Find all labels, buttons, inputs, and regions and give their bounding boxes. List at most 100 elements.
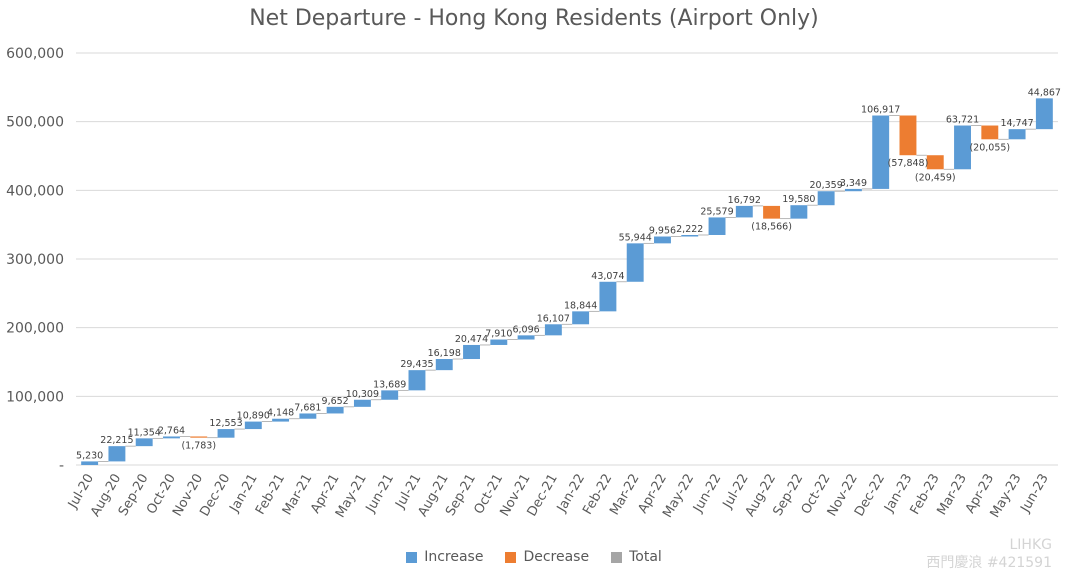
bar-aug-22 xyxy=(763,205,781,219)
data-label: 5,230 xyxy=(76,450,103,461)
data-label: 16,198 xyxy=(428,348,461,359)
bar-apr-23 xyxy=(981,125,999,140)
data-label: 55,944 xyxy=(619,232,652,243)
data-label: 13,689 xyxy=(373,379,406,390)
bar-oct-20 xyxy=(163,436,180,439)
legend-label-total: Total xyxy=(629,549,662,565)
chart-title: Net Departure - Hong Kong Residents (Air… xyxy=(249,6,819,31)
y-axis-tick-labels: - 100,000 200,000 300,000 400,000 500,000 600,… xyxy=(6,46,64,474)
data-label: 22,215 xyxy=(100,435,133,446)
data-label: 6,096 xyxy=(512,324,539,335)
bar-mar-22 xyxy=(626,243,644,282)
legend-label-decrease: Decrease xyxy=(523,549,590,565)
bar-oct-21 xyxy=(490,339,508,345)
bar-may-21 xyxy=(353,399,371,407)
y-tick-label: 200,000 xyxy=(6,321,64,337)
legend-swatch-decrease xyxy=(505,551,517,563)
bar-nov-20 xyxy=(190,436,208,438)
bar-apr-22 xyxy=(654,236,671,244)
bar-jun-22 xyxy=(708,217,726,235)
bar-feb-22 xyxy=(599,281,617,312)
bar-jul-20 xyxy=(81,461,99,465)
y-tick-label: 600,000 xyxy=(6,46,64,62)
connector-lines xyxy=(98,115,1036,462)
data-label: 19,580 xyxy=(782,194,815,205)
bar-feb-23 xyxy=(926,155,944,170)
bar-sep-22 xyxy=(790,205,808,219)
bar-dec-22 xyxy=(872,115,890,189)
y-tick-label: - xyxy=(59,458,64,474)
bar-jun-23 xyxy=(1035,98,1053,130)
data-label: 10,890 xyxy=(237,411,270,422)
data-label: 18,844 xyxy=(564,300,597,311)
bar-oct-22 xyxy=(817,191,835,206)
y-tick-label: 100,000 xyxy=(6,389,64,405)
bar-sep-21 xyxy=(463,344,480,360)
legend-item-increase[interactable]: Increase xyxy=(406,549,483,565)
data-label: 12,553 xyxy=(209,418,242,429)
data-label: 7,910 xyxy=(485,329,512,340)
watermark-logo-text: LIHKG xyxy=(1009,537,1053,553)
bar-aug-21 xyxy=(435,359,453,371)
data-label: (20,055) xyxy=(969,142,1010,153)
bar-dec-21 xyxy=(544,324,562,336)
bars xyxy=(81,98,1053,465)
data-label: (1,783) xyxy=(181,441,216,452)
y-tick-label: 500,000 xyxy=(6,115,64,131)
grid-lines xyxy=(76,52,1058,466)
legend-label-increase: Increase xyxy=(424,549,484,565)
data-label: 2,222 xyxy=(676,224,703,235)
data-label: 2,764 xyxy=(158,425,185,436)
watermark-author-text: 西門慶浪 #421591 xyxy=(926,555,1052,571)
data-label: 9,652 xyxy=(322,396,349,407)
bar-may-22 xyxy=(681,234,699,237)
data-label: 16,792 xyxy=(728,195,761,206)
data-label: 20,474 xyxy=(455,334,488,345)
bar-mar-23 xyxy=(954,125,971,170)
data-label: 7,681 xyxy=(294,402,321,413)
bar-nov-22 xyxy=(844,188,862,192)
data-label: 14,747 xyxy=(1000,118,1033,129)
data-label: 25,579 xyxy=(700,206,733,217)
bar-apr-21 xyxy=(326,406,344,414)
data-label: 43,074 xyxy=(591,271,624,282)
bar-jan-21 xyxy=(244,421,262,430)
data-label: 16,107 xyxy=(537,313,570,324)
legend-item-total[interactable]: Total xyxy=(611,549,662,565)
y-tick-label: 400,000 xyxy=(6,183,64,199)
data-label: 29,435 xyxy=(400,359,433,370)
data-label: 11,354 xyxy=(128,427,161,438)
bar-jan-22 xyxy=(572,311,590,325)
legend-item-decrease[interactable]: Decrease xyxy=(505,549,589,565)
data-label: (57,848) xyxy=(888,158,929,169)
bar-nov-21 xyxy=(517,335,535,340)
y-tick-label: 300,000 xyxy=(6,252,64,268)
bar-may-23 xyxy=(1008,129,1026,140)
bar-jun-21 xyxy=(381,390,399,400)
bar-mar-21 xyxy=(299,413,317,419)
x-axis-tick-labels: Jul-20Aug-20Sep-20Oct-20Nov-20Dec-20Jan-… xyxy=(65,471,1052,520)
watermark: LIHKG 西門慶浪 #421591 xyxy=(926,536,1052,572)
legend: Increase Decrease Total xyxy=(0,549,1068,565)
bar-sep-20 xyxy=(135,438,153,447)
data-label: 9,956 xyxy=(649,226,676,237)
data-label: 10,309 xyxy=(346,389,379,400)
data-label: 3,349 xyxy=(840,178,867,189)
data-label: 44,867 xyxy=(1028,87,1061,98)
bar-jul-21 xyxy=(408,370,426,391)
data-label: 4,148 xyxy=(267,408,294,419)
bar-dec-20 xyxy=(217,429,235,438)
data-label: 106,917 xyxy=(861,105,900,116)
data-label: 20,359 xyxy=(810,180,843,191)
legend-swatch-increase xyxy=(406,551,418,563)
data-label: 63,721 xyxy=(946,115,979,126)
data-label: (18,566) xyxy=(751,222,792,233)
bar-aug-20 xyxy=(108,446,126,462)
data-label: (20,459) xyxy=(915,172,956,183)
bar-jan-23 xyxy=(899,115,917,156)
legend-swatch-total xyxy=(611,551,623,563)
bar-feb-21 xyxy=(272,418,290,422)
bar-jul-22 xyxy=(735,205,753,218)
